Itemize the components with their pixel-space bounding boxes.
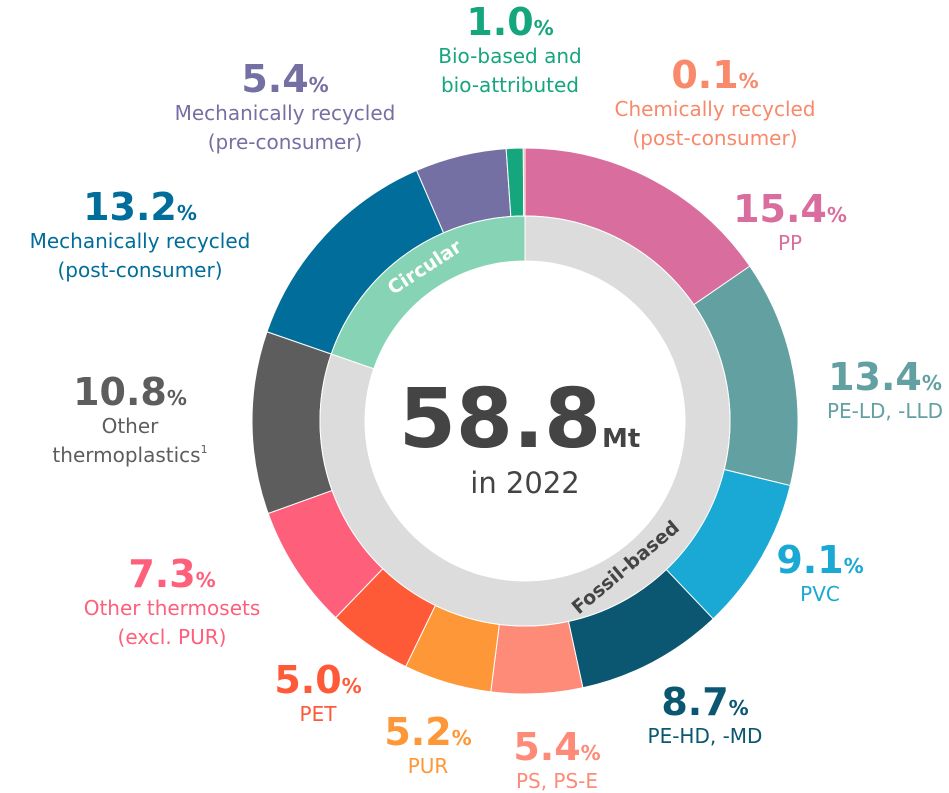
category-label: PP xyxy=(778,231,802,255)
value: 15.4 xyxy=(733,187,827,231)
unit: % xyxy=(739,69,759,93)
label-line: PET xyxy=(300,702,338,726)
category-label: PVC xyxy=(800,582,840,606)
value: 5.4 xyxy=(241,57,308,101)
unit: % xyxy=(581,741,601,765)
category-label: PET xyxy=(300,702,338,726)
label-line: bio-attributed xyxy=(441,73,579,97)
unit: % xyxy=(309,73,329,97)
label-line: Bio-based and xyxy=(438,44,581,68)
value-label: 13.2% xyxy=(83,185,197,229)
value-label: 7.3% xyxy=(128,552,215,596)
label-line: Mechanically recycled xyxy=(175,101,396,125)
label-line: PVC xyxy=(800,582,840,606)
label-line: (excl. PUR) xyxy=(118,625,227,649)
value: 10.8 xyxy=(73,370,167,414)
category-label: Mechanically recycled xyxy=(30,229,251,253)
footnote-mark: 1 xyxy=(201,443,208,456)
label-line: thermoplastics xyxy=(52,443,200,467)
value: 13.2 xyxy=(83,185,177,229)
segment xyxy=(330,215,526,370)
category-label: (post-consumer) xyxy=(632,126,797,150)
unit: % xyxy=(729,696,749,720)
unit: % xyxy=(534,16,554,40)
category-label: (excl. PUR) xyxy=(118,625,227,649)
label-line: PP xyxy=(778,231,802,255)
label-line: (post-consumer) xyxy=(57,258,222,282)
category-label: Other xyxy=(102,414,160,438)
unit: % xyxy=(342,674,362,698)
value-label: 9.1% xyxy=(776,538,863,582)
unit: % xyxy=(167,386,187,410)
label-line: PE-LD, -LLD xyxy=(827,399,943,423)
label-line: (post-consumer) xyxy=(632,126,797,150)
label-line: Other thermosets xyxy=(84,596,261,620)
total-caption: in 2022 xyxy=(470,466,579,500)
category-label: thermoplastics1 xyxy=(52,443,207,467)
value: 5.4 xyxy=(513,725,580,769)
value-label: 13.4% xyxy=(828,355,942,399)
value: 0.1 xyxy=(671,53,738,97)
unit: % xyxy=(844,554,864,578)
category-label: PE-LD, -LLD xyxy=(827,399,943,423)
value: 9.1 xyxy=(776,538,843,582)
unit: % xyxy=(827,203,847,227)
value-label: 5.4% xyxy=(241,57,328,101)
unit: % xyxy=(922,371,942,395)
value-label: 5.0% xyxy=(274,658,361,702)
label-line: PUR xyxy=(408,754,449,778)
value: 1.0 xyxy=(466,0,533,44)
value-label: 5.2% xyxy=(384,710,471,754)
category-label: PE-HD, -MD xyxy=(648,724,763,748)
unit: % xyxy=(452,726,472,750)
label-line: Mechanically recycled xyxy=(30,229,251,253)
value: 13.4 xyxy=(828,355,922,399)
category-label: Mechanically recycled xyxy=(175,101,396,125)
value-label: 8.7% xyxy=(661,680,748,724)
segment xyxy=(490,620,584,695)
category-label: Bio-based and xyxy=(438,44,581,68)
total-value: 58.8 xyxy=(399,372,601,467)
category-label: PS, PS-E xyxy=(516,769,598,793)
value-label: 5.4% xyxy=(513,725,600,769)
segment xyxy=(319,215,731,627)
total-unit: Mt xyxy=(602,424,640,454)
category-label: Chemically recycled xyxy=(614,97,815,121)
category-label: PUR xyxy=(408,754,449,778)
value: 5.2 xyxy=(384,710,451,754)
segment xyxy=(522,147,526,217)
unit: % xyxy=(177,201,197,225)
label-line: PS, PS-E xyxy=(516,769,598,793)
label-line: PE-HD, -MD xyxy=(648,724,763,748)
category-label: Other thermosets xyxy=(84,596,261,620)
value-label: 15.4% xyxy=(733,187,847,231)
value-label: 10.8% xyxy=(73,370,187,414)
value-label: 1.0% xyxy=(466,0,553,44)
value-label: 0.1% xyxy=(671,53,758,97)
value: 7.3 xyxy=(128,552,195,596)
category-label: (pre-consumer) xyxy=(208,130,363,154)
category-label: bio-attributed xyxy=(441,73,579,97)
label-line: Other xyxy=(102,414,160,438)
label-line: (pre-consumer) xyxy=(208,130,363,154)
category-label: (post-consumer) xyxy=(57,258,222,282)
value: 5.0 xyxy=(274,658,341,702)
unit: % xyxy=(196,568,216,592)
value: 8.7 xyxy=(661,680,728,724)
label-line: Chemically recycled xyxy=(614,97,815,121)
